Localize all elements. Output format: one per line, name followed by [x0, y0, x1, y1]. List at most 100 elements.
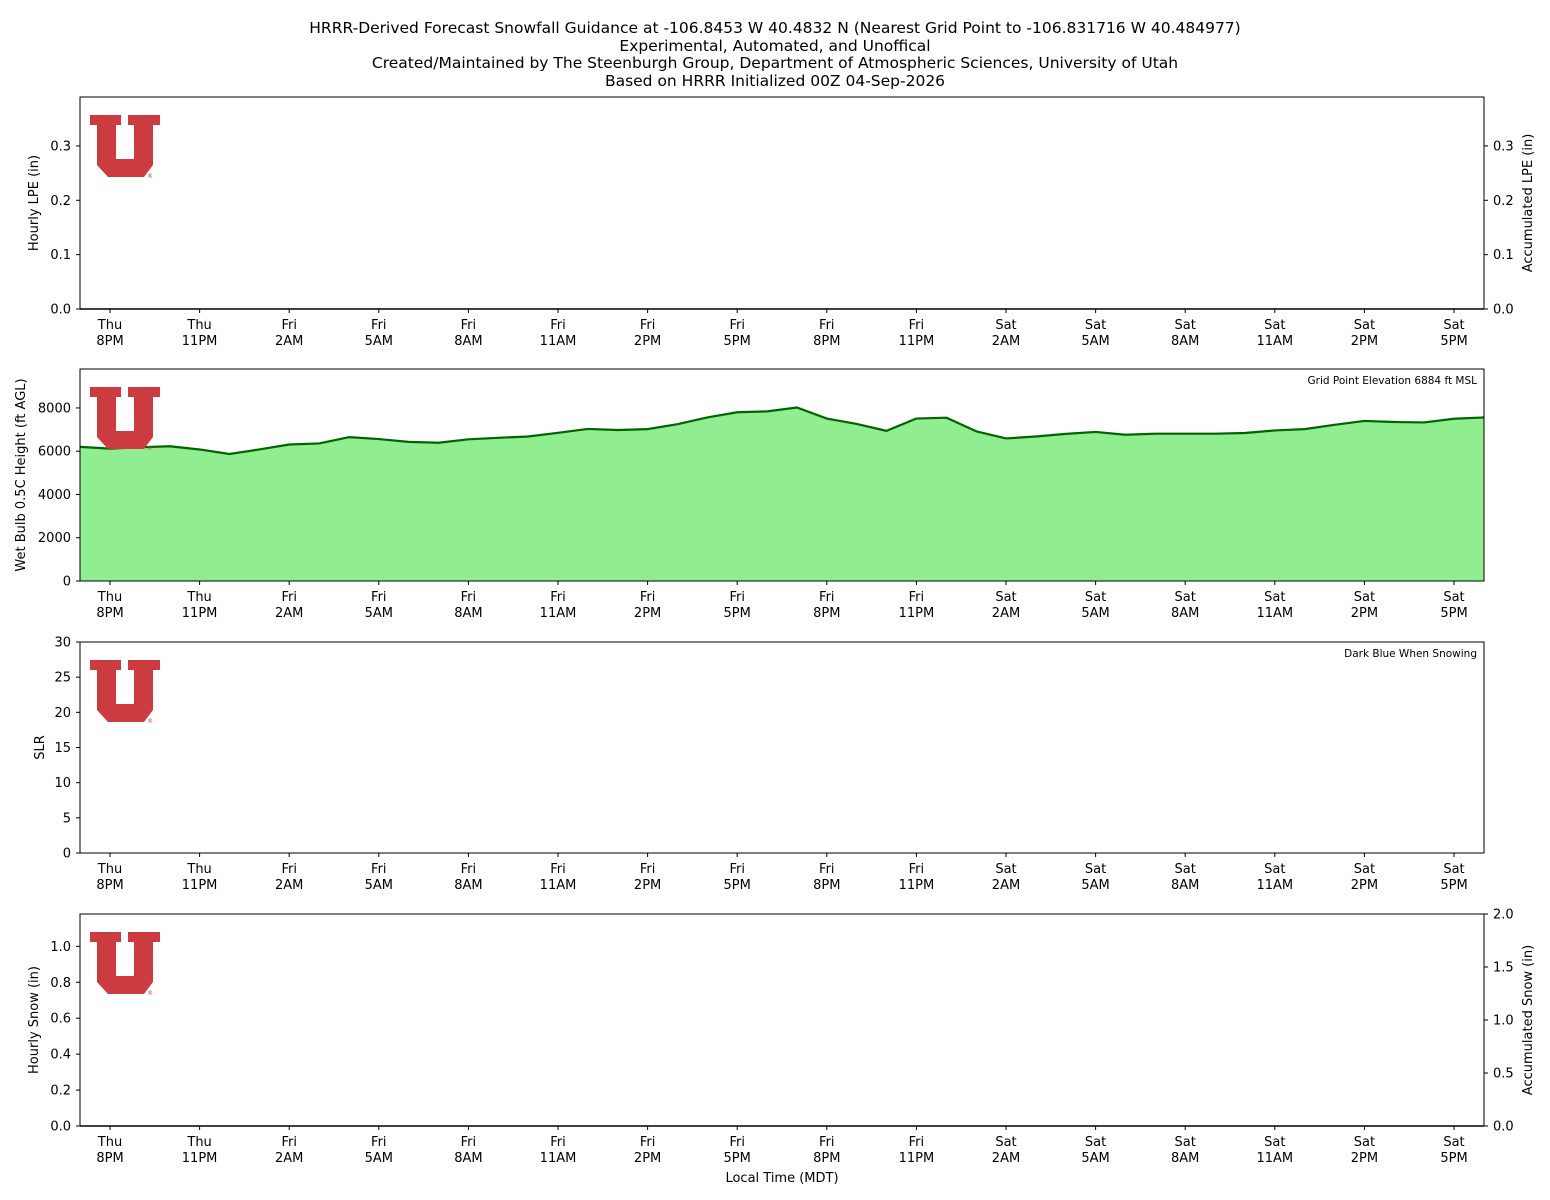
x-tick-time-label: 11PM	[182, 1151, 218, 1166]
x-tick-day-label: Sat	[1443, 318, 1464, 333]
x-axis-label: Local Time (MDT)	[725, 1171, 838, 1186]
x-tick-time-label: 11PM	[182, 878, 218, 893]
y-tick-label: 5	[63, 811, 71, 826]
x-tick-time-label: 2PM	[1351, 1151, 1378, 1166]
x-tick-time-label: 5PM	[1440, 334, 1467, 349]
x-tick-time-label: 2PM	[1351, 606, 1378, 621]
logo-u-shape	[90, 660, 160, 722]
x-tick-day-label: Sat	[1175, 862, 1196, 877]
x-tick-day-label: Sat	[1354, 1135, 1375, 1150]
x-tick-time-label: 8PM	[813, 878, 840, 893]
y-tick-label: 6000	[38, 445, 71, 460]
logo-letter: U	[125, 689, 126, 691]
x-tick-day-label: Fri	[729, 318, 745, 333]
x-tick-day-label: Fri	[909, 1135, 925, 1150]
logo-registered-mark: ®	[147, 718, 153, 725]
x-tick-day-label: Fri	[729, 590, 745, 605]
x-tick-time-label: 5PM	[724, 334, 751, 349]
x-tick-day-label: Fri	[640, 590, 656, 605]
x-tick-time-label: 8PM	[96, 606, 123, 621]
y-tick-label: 1.0	[50, 940, 71, 955]
y-right-tick-label: 1.5	[1493, 961, 1514, 976]
x-tick-time-label: 11PM	[182, 334, 218, 349]
x-tick-day-label: Fri	[819, 590, 835, 605]
y-right-tick-label: 2.0	[1493, 908, 1514, 923]
logo-registered-mark: ®	[147, 173, 153, 180]
x-tick-day-label: Sat	[1175, 318, 1196, 333]
x-tick-day-label: Sat	[1354, 318, 1375, 333]
y-right-tick-label: 0.3	[1493, 139, 1514, 154]
x-tick-time-label: 8AM	[1171, 334, 1199, 349]
x-tick-day-label: Fri	[550, 318, 566, 333]
chart-title: HRRR-Derived Forecast Snowfall Guidance …	[0, 19, 1550, 90]
y-tick-label: 0.1	[50, 248, 71, 263]
x-tick-time-label: 5AM	[365, 606, 393, 621]
x-tick-day-label: Fri	[371, 862, 387, 877]
logo-letter: U	[125, 144, 126, 146]
y-axis-label: Hourly LPE (in)	[27, 155, 42, 251]
y-tick-label: 0.8	[50, 976, 71, 991]
y-tick-label: 0	[63, 847, 71, 862]
x-tick-day-label: Sat	[1443, 862, 1464, 877]
y-right-tick-label: 0.5	[1493, 1067, 1514, 1082]
y-right-tick-label: 0.2	[1493, 194, 1514, 209]
wetbulb-line	[79, 406, 1485, 456]
title-line-4: Based on HRRR Initialized 00Z 04-Sep-202…	[604, 71, 946, 90]
x-tick-day-label: Sat	[1175, 590, 1196, 605]
university-of-utah-logo: ®U	[90, 387, 160, 452]
x-tick-day-label: Thu	[97, 318, 122, 333]
x-tick-day-label: Thu	[97, 1135, 122, 1150]
x-tick-time-label: 2AM	[992, 606, 1020, 621]
x-tick-time-label: 8PM	[813, 1151, 840, 1166]
x-tick-time-label: 11AM	[1256, 878, 1293, 893]
x-tick-time-label: 5AM	[365, 1151, 393, 1166]
x-tick-day-label: Fri	[909, 318, 925, 333]
x-tick-time-label: 2PM	[634, 334, 661, 349]
logo-u-shape	[90, 387, 160, 449]
x-tick-day-label: Sat	[1085, 862, 1106, 877]
x-tick-day-label: Fri	[461, 590, 477, 605]
y-right-tick-label: 0.0	[1493, 303, 1514, 318]
x-tick-time-label: 2PM	[634, 878, 661, 893]
panel-note: Dark Blue When Snowing	[1344, 648, 1477, 660]
x-tick-day-label: Fri	[371, 318, 387, 333]
x-tick-time-label: 8PM	[96, 1151, 123, 1166]
university-of-utah-logo: ®U	[90, 115, 160, 180]
x-tick-day-label: Fri	[461, 862, 477, 877]
x-tick-time-label: 2AM	[275, 1151, 303, 1166]
x-tick-day-label: Fri	[550, 590, 566, 605]
x-tick-time-label: 8AM	[1171, 1151, 1199, 1166]
y-tick-label: 0	[63, 575, 71, 590]
x-tick-time-label: 5PM	[1440, 1151, 1467, 1166]
title-line-3: Created/Maintained by The Steenburgh Gro…	[371, 54, 1179, 72]
y-tick-label: 0.6	[50, 1012, 71, 1027]
x-tick-day-label: Thu	[186, 1135, 211, 1150]
x-tick-day-label: Fri	[461, 318, 477, 333]
university-of-utah-logo: ®U	[90, 932, 160, 997]
x-tick-day-label: Fri	[819, 1135, 835, 1150]
y-tick-label: 0.2	[50, 1084, 71, 1099]
x-tick-day-label: Fri	[640, 862, 656, 877]
x-tick-day-label: Fri	[461, 1135, 477, 1150]
x-tick-time-label: 2AM	[992, 1151, 1020, 1166]
x-tick-time-label: 8AM	[1171, 878, 1199, 893]
x-tick-time-label: 2PM	[1351, 334, 1378, 349]
x-tick-day-label: Fri	[819, 862, 835, 877]
x-tick-time-label: 8PM	[96, 334, 123, 349]
x-tick-day-label: Fri	[281, 318, 297, 333]
x-tick-day-label: Sat	[1264, 862, 1285, 877]
x-tick-time-label: 5AM	[1081, 606, 1109, 621]
x-tick-day-label: Sat	[995, 1135, 1016, 1150]
y-tick-label: 30	[54, 636, 71, 651]
x-tick-time-label: 11AM	[540, 606, 577, 621]
x-tick-time-label: 5AM	[1081, 334, 1109, 349]
x-tick-time-label: 11AM	[540, 1151, 577, 1166]
x-tick-time-label: 2AM	[992, 878, 1020, 893]
y-right-tick-label: 0.0	[1493, 1120, 1514, 1135]
x-tick-time-label: 8PM	[813, 334, 840, 349]
x-tick-time-label: 5PM	[1440, 606, 1467, 621]
title-line-1: HRRR-Derived Forecast Snowfall Guidance …	[309, 19, 1241, 37]
x-tick-day-label: Sat	[1175, 1135, 1196, 1150]
